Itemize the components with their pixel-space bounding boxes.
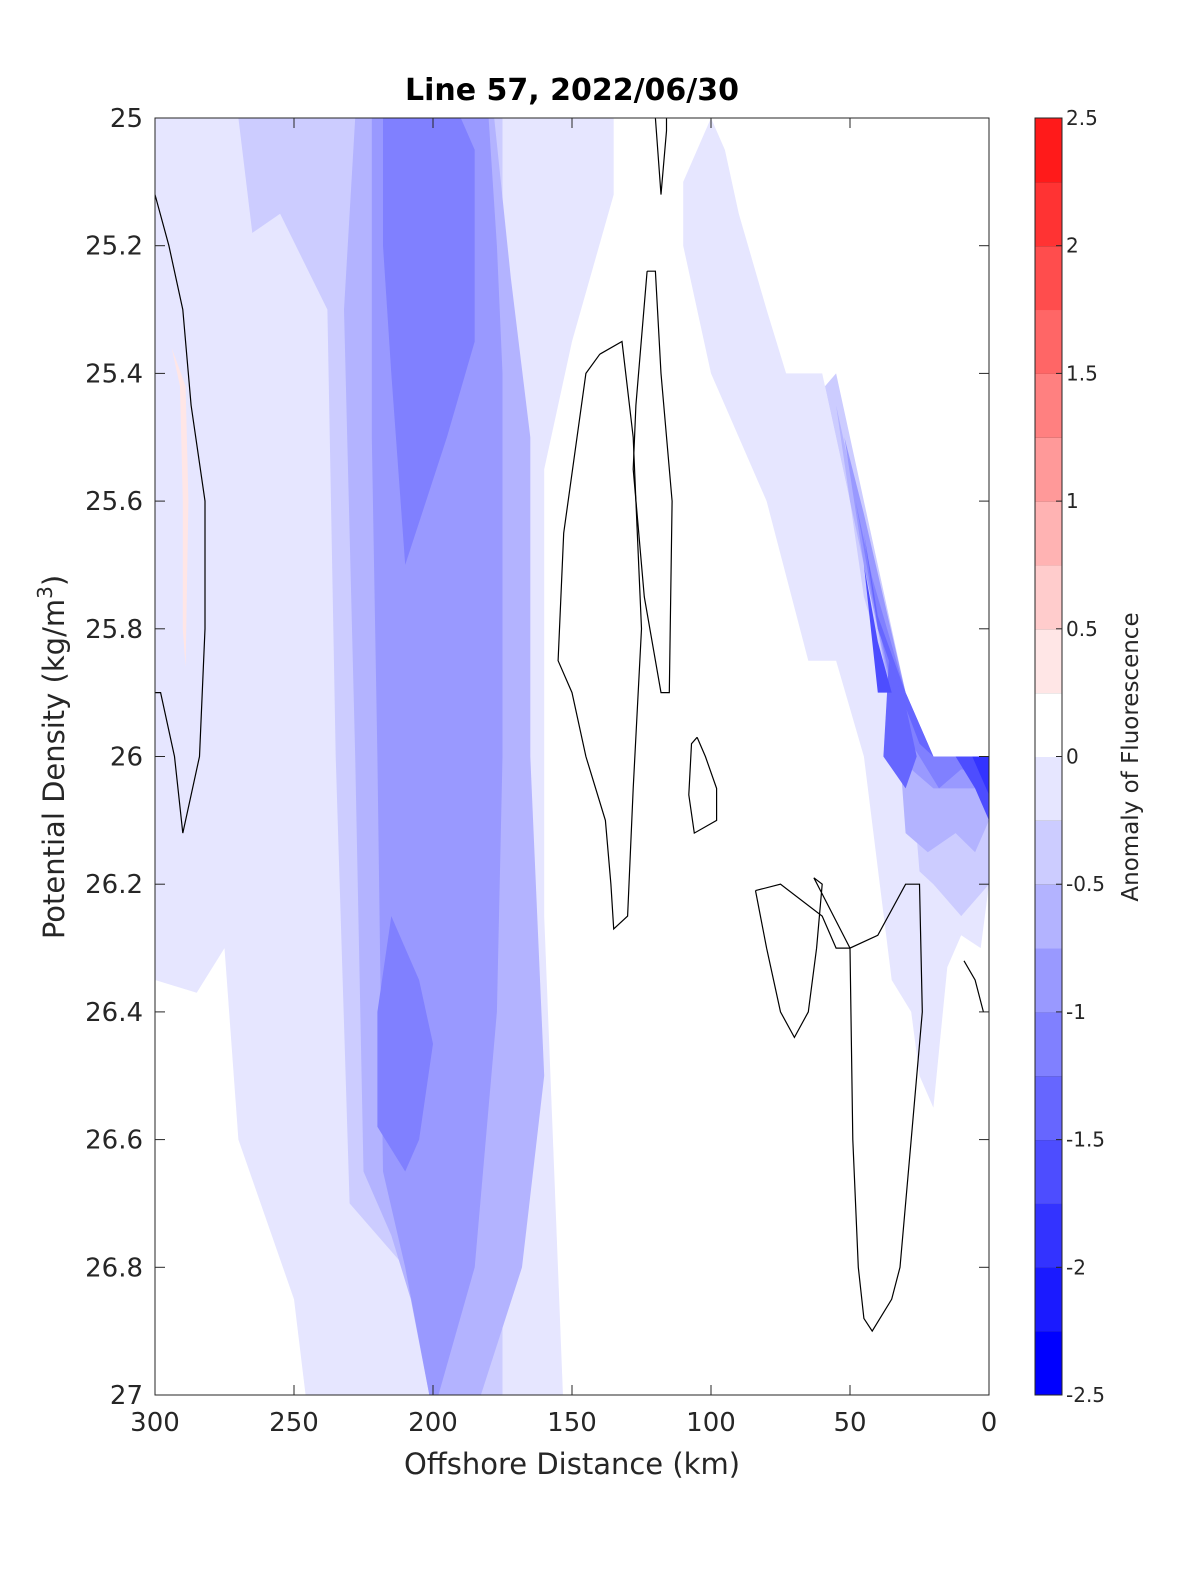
- y-axis: 25 25.2 25.4 25.6 25.8 26 26.2 26.4 26.6 26.8 27: [85, 104, 989, 1411]
- y-axis-label: Potential Density (kg/m3): [33, 575, 71, 939]
- colorbar-segment: [1035, 756, 1062, 821]
- contour-fill-region: [171, 347, 189, 668]
- y-tick-label: 26.6: [85, 1126, 143, 1156]
- colorbar-segment: [1035, 1331, 1062, 1396]
- y-axis-label-superscript: 3: [33, 586, 57, 599]
- colorbar-segment: [1035, 437, 1062, 502]
- colorbar-tick-label: 1: [1066, 489, 1079, 513]
- colorbar-segment: [1035, 628, 1062, 694]
- colorbar-tick-label: -0.5: [1066, 872, 1105, 896]
- contour-fill-region: [972, 756, 989, 795]
- y-tick-label: 25.4: [85, 359, 143, 389]
- y-tick-label: 25.6: [85, 487, 143, 517]
- x-tick-label: 250: [269, 1408, 319, 1438]
- zero-contour-lines: [155, 118, 984, 1333]
- y-tick-label: 25: [110, 104, 143, 134]
- contour-fill-region: [383, 118, 475, 565]
- colorbar-segment: [1035, 692, 1062, 757]
- zero-contour-line: [155, 194, 206, 834]
- colorbar-segment: [1035, 1203, 1062, 1268]
- contour-fill-region: [883, 660, 917, 789]
- y-tick-label: 26.4: [85, 998, 143, 1028]
- colorbar-tick-label: 1.5: [1066, 361, 1098, 385]
- colorbar-tick-label: 2.5: [1066, 106, 1098, 130]
- zero-contour-line: [557, 340, 643, 931]
- colorbar-tick-label: 0.5: [1066, 617, 1098, 641]
- colorbar-segment: [1035, 1075, 1062, 1141]
- colorbar-tick-label: 0: [1066, 745, 1079, 769]
- colorbar-tick-label: -2: [1066, 1255, 1086, 1279]
- contour-fill-region: [863, 564, 892, 693]
- chart-title: Line 57, 2022/06/30: [405, 73, 739, 108]
- colorbar-segment: [1035, 181, 1062, 247]
- colorbar-segment: [1035, 118, 1062, 183]
- x-tick-label: 200: [408, 1408, 458, 1438]
- colorbar-tick-label: -1.5: [1066, 1128, 1105, 1152]
- x-axis-label: Offshore Distance (km): [404, 1447, 740, 1481]
- contour-fills: [155, 118, 989, 1395]
- colorbar: -2.5 -2 -1.5 -1 -0.5 0 0.5 1 1.5 2 2.5: [1034, 106, 1105, 1407]
- zero-contour-line: [754, 877, 923, 1333]
- colorbar-label: Anomaly of Fluorescence: [1118, 612, 1144, 901]
- colorbar-tick-label: -2.5: [1066, 1383, 1105, 1407]
- y-tick-label: 25.2: [85, 232, 143, 262]
- x-tick-label: 150: [547, 1408, 597, 1438]
- zero-contour-line: [688, 736, 718, 835]
- y-axis-label-close: ): [37, 575, 71, 586]
- colorbar-segment: [1035, 245, 1062, 311]
- colorbar-segment: [1035, 373, 1062, 438]
- y-tick-label: 25.8: [85, 615, 143, 645]
- y-tick-label: 26: [110, 743, 143, 773]
- contour-fill-region: [321, 277, 342, 1255]
- colorbar-tick-label: -1: [1066, 1000, 1086, 1024]
- colorbar-tick-label: 2: [1066, 234, 1079, 258]
- contour-fill-region: [683, 118, 989, 1108]
- y-axis-label-main: Potential Density (kg/m: [37, 599, 71, 939]
- colorbar-segment: [1035, 1139, 1062, 1204]
- colorbar-segment: [1035, 884, 1062, 949]
- x-tick-label: 300: [130, 1408, 180, 1438]
- x-tick-label: 0: [981, 1408, 998, 1438]
- colorbar-segment: [1035, 564, 1062, 630]
- colorbar-segment: [1035, 948, 1062, 1013]
- colorbar-segment: [1035, 1011, 1062, 1077]
- y-tick-label: 26.8: [85, 1253, 143, 1283]
- zero-contour-line: [654, 118, 668, 195]
- colorbar-segment: [1035, 309, 1062, 374]
- contour-fill-region: [377, 916, 433, 1172]
- x-tick-label: 100: [686, 1408, 736, 1438]
- x-axis: 300 250 200 150 100 50 0: [130, 118, 997, 1438]
- colorbar-segment: [1035, 1267, 1062, 1332]
- y-tick-label: 26.2: [85, 870, 143, 900]
- zero-contour-line: [632, 270, 673, 694]
- zero-contour-line: [963, 960, 984, 1013]
- x-tick-label: 50: [833, 1408, 866, 1438]
- colorbar-segment: [1035, 820, 1062, 885]
- colorbar-segment: [1035, 501, 1062, 566]
- y-tick-label: 27: [110, 1381, 143, 1411]
